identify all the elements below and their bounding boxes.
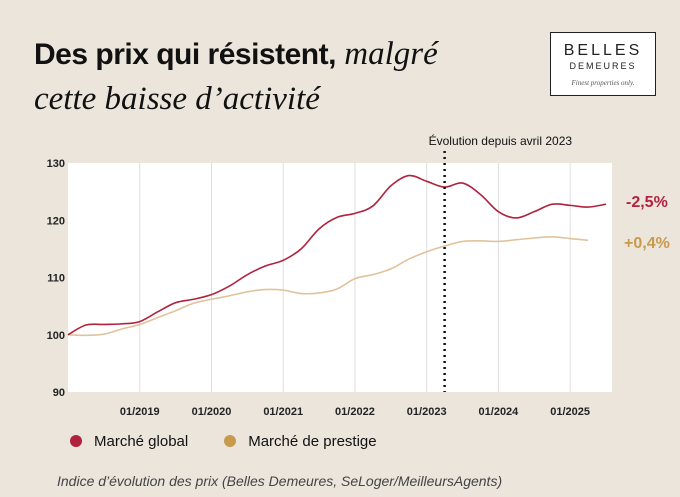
x-tick-label: 01/2021 [263, 406, 303, 418]
x-tick-label: 01/2023 [407, 406, 447, 418]
price-index-chart: 01/2019 01/2020 01/2021 01/2022 01/2023 01/20… [0, 125, 680, 425]
chart-caption: Indice d’évolution des prix (Belles Deme… [57, 473, 503, 489]
y-tick-label: 110 [47, 273, 65, 285]
legend-item-prestige: Marché de prestige [224, 432, 377, 450]
brand-logo: BELLES DEMEURES Finest properties only. [550, 32, 656, 96]
legend-dot-prestige [224, 435, 237, 447]
y-tick-label: 120 [47, 215, 65, 227]
legend-label-global: Marché global [94, 432, 189, 450]
x-tick-label: 01/2020 [192, 406, 232, 418]
page-title: Des prix qui résistent, malgré cette bai… [34, 32, 438, 121]
y-tick-label: 100 [47, 330, 65, 342]
y-tick-label: 130 [47, 158, 65, 170]
y-tick-label: 90 [53, 387, 65, 399]
prestige-change-label: +0,4% [624, 235, 670, 252]
x-tick-label: 01/2025 [550, 406, 590, 418]
chart-svg: 01/2019 01/2020 01/2021 01/2022 01/2023 01/20… [47, 133, 612, 418]
annotation-label: Évolution depuis avril 2023 [429, 133, 573, 148]
logo-tagline: Finest properties only. [571, 79, 635, 87]
x-tick-label: 01/2022 [335, 406, 375, 418]
logo-line-2: DEMEURES [569, 61, 637, 71]
plot-background [68, 163, 612, 392]
x-tick-label: 01/2019 [120, 406, 160, 418]
title-italic-2: cette baisse d’activité [34, 81, 320, 117]
global-change-label: -2,5% [626, 194, 668, 211]
prestige-series-line [67, 236, 589, 337]
legend-label-prestige: Marché de prestige [248, 432, 377, 450]
legend-item-global: Marché global [70, 433, 188, 450]
title-line-1: Des prix qui résistent, malgré [34, 32, 438, 77]
title-comma: , [328, 38, 336, 71]
chart-legend: Marché global Marché de prestige [70, 430, 413, 452]
logo-line-1: BELLES [563, 42, 643, 59]
title-bold: Des prix qui résistent [34, 38, 329, 71]
global-series-line [67, 174, 607, 336]
x-tick-label: 01/2024 [479, 406, 520, 418]
title-italic-1: malgré [344, 36, 438, 72]
legend-dot-global [70, 435, 82, 447]
